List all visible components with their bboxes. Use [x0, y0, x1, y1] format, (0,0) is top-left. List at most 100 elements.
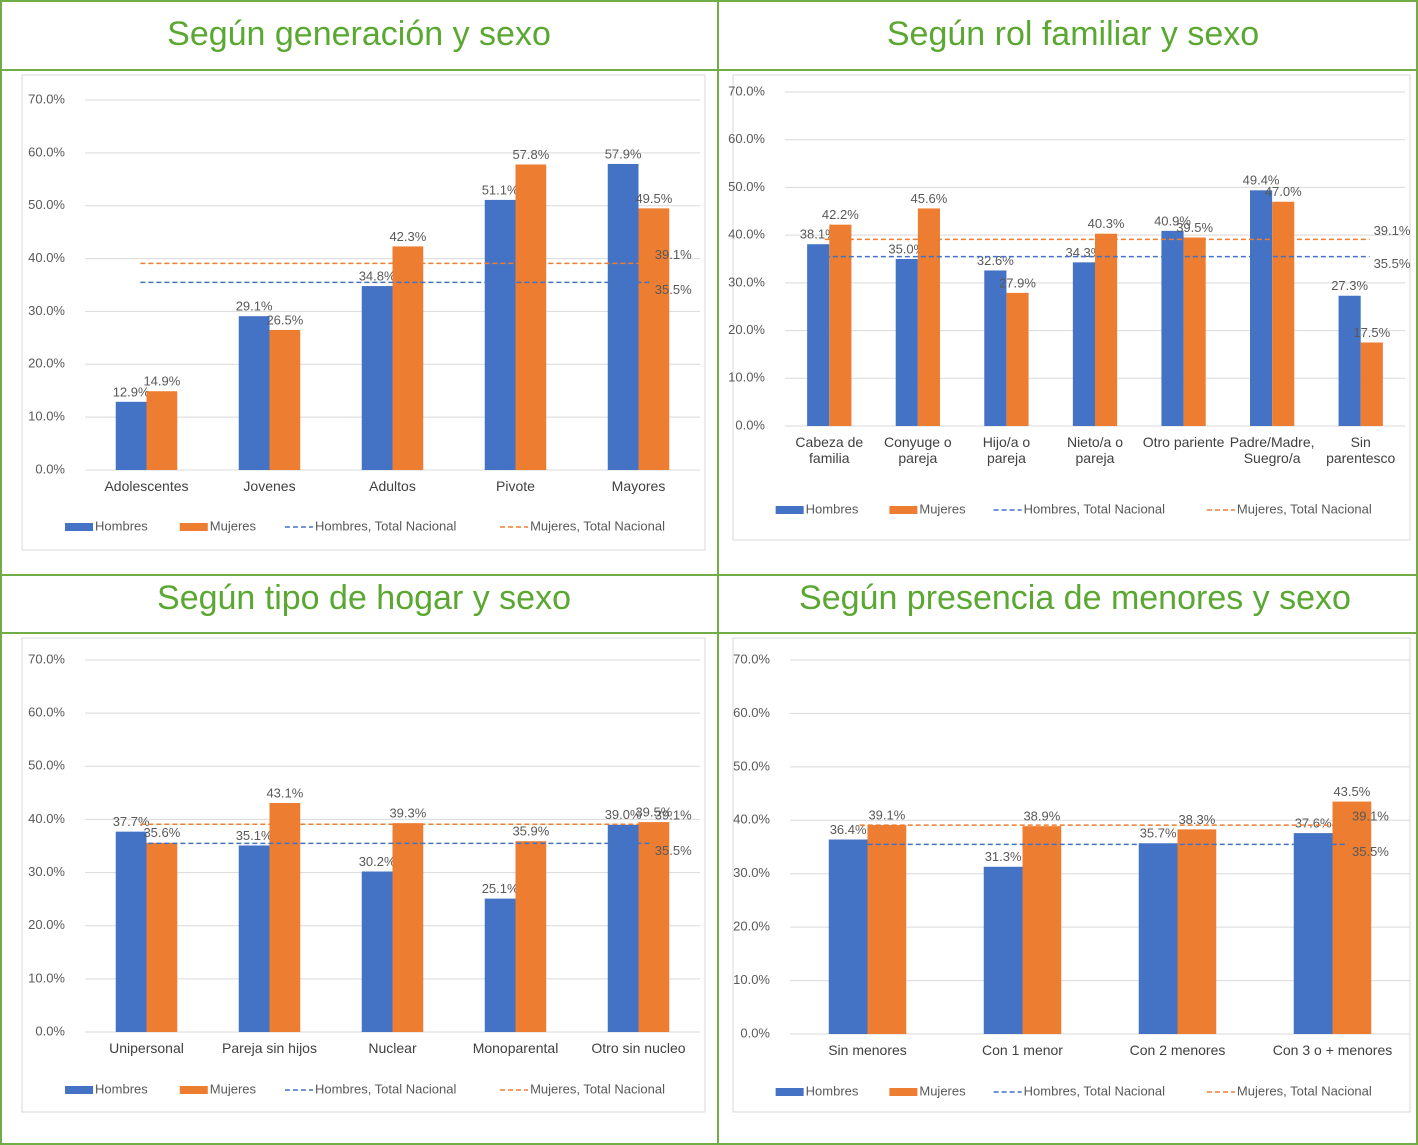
bar — [895, 259, 918, 426]
bar — [984, 270, 1007, 426]
bar — [1022, 826, 1062, 1034]
bar — [361, 286, 393, 470]
legend-swatch — [775, 506, 804, 514]
data-label: 39.3% — [389, 806, 426, 821]
legend-label: Hombres, Total Nacional — [315, 518, 456, 533]
legend-swatch — [179, 1086, 208, 1094]
data-label: 38.9% — [1023, 809, 1060, 824]
data-label: 30.2% — [359, 854, 396, 869]
bar — [638, 822, 670, 1032]
bar — [392, 246, 424, 470]
bar — [269, 802, 301, 1032]
x-tick-label-box: Jovenes — [243, 478, 295, 494]
x-tick-label: Otro pariente — [1142, 434, 1225, 450]
x-tick-label: Pareja sin hijos — [222, 1040, 317, 1056]
bar — [983, 866, 1023, 1034]
x-tick-label-box: Unipersonal — [109, 1040, 184, 1056]
data-label: 39.1% — [868, 808, 905, 823]
x-tick-label-box: Otro pariente — [1142, 434, 1225, 450]
y-tick-label: 10.0% — [733, 972, 770, 987]
x-tick-label: Con 2 menores — [1129, 1042, 1226, 1058]
bar — [607, 824, 639, 1032]
bar — [1272, 201, 1295, 426]
data-label: 39.5% — [1176, 220, 1213, 235]
y-tick-label: 10.0% — [28, 409, 65, 424]
data-label: 35.0% — [888, 241, 925, 256]
bar — [1161, 230, 1184, 426]
data-label: 45.6% — [910, 191, 947, 206]
bar — [1138, 843, 1178, 1034]
legend-swatch — [179, 523, 208, 531]
data-label: 27.3% — [1331, 278, 1368, 293]
bar — [1095, 233, 1118, 426]
data-label: 35.9% — [512, 824, 549, 839]
data-label: 49.5% — [635, 191, 672, 206]
y-tick-label: 40.0% — [733, 812, 770, 827]
bar — [607, 163, 639, 470]
data-label: 47.0% — [1265, 184, 1302, 199]
bar — [115, 401, 147, 470]
y-tick-label: 60.0% — [733, 705, 770, 720]
y-tick-label: 70.0% — [28, 651, 65, 666]
bar — [269, 329, 301, 470]
data-label: 27.9% — [999, 275, 1036, 290]
y-tick-label: 60.0% — [28, 144, 65, 159]
reference-label: 39.1% — [1374, 223, 1411, 238]
x-tick-label: Nuclear — [368, 1040, 417, 1056]
reference-label: 35.5% — [655, 282, 692, 297]
x-tick-label-box: Monoparental — [473, 1040, 559, 1056]
data-label: 12.9% — [113, 384, 150, 399]
bar — [1293, 833, 1333, 1034]
data-label: 35.6% — [143, 825, 180, 840]
legend-label: Hombres, Total Nacional — [315, 1081, 456, 1096]
y-tick-label: 50.0% — [28, 758, 65, 773]
legend-label: Mujeres, Total Nacional — [530, 1081, 665, 1096]
x-tick-label-box: Adolescentes — [104, 478, 189, 494]
y-tick-label: 60.0% — [28, 705, 65, 720]
data-label: 51.1% — [482, 182, 519, 197]
y-tick-label: 40.0% — [28, 811, 65, 826]
reference-label: 35.5% — [1352, 844, 1389, 859]
bar — [1006, 292, 1029, 426]
x-tick-label: Conyuge o pareja — [883, 434, 952, 466]
data-label: 39.0% — [605, 807, 642, 822]
bar — [361, 871, 393, 1032]
data-label: 42.3% — [389, 229, 426, 244]
legend-label: Hombres, Total Nacional — [1024, 1083, 1165, 1098]
data-label: 36.4% — [830, 822, 867, 837]
x-tick-label-box: Nieto/a o pareja — [1067, 434, 1123, 466]
x-tick-label-box: Mayores — [611, 478, 666, 494]
data-label: 43.5% — [1333, 784, 1370, 799]
legend-label: Hombres — [806, 501, 859, 516]
data-label: 38.1% — [800, 227, 837, 242]
x-tick-label-box: Hijo/a o pareja — [983, 434, 1030, 466]
bar — [484, 898, 516, 1032]
x-tick-label: Adolescentes — [104, 478, 189, 494]
bar — [1072, 262, 1095, 426]
x-tick-label-box: Pivote — [496, 478, 535, 494]
x-tick-label: Unipersonal — [109, 1040, 184, 1056]
chart-title: Según rol familiar y sexo — [887, 15, 1259, 53]
data-label: 37.7% — [113, 814, 150, 829]
data-label: 57.9% — [605, 146, 642, 161]
bar — [238, 845, 270, 1032]
legend-swatch — [65, 523, 94, 531]
y-tick-label: 70.0% — [733, 651, 770, 666]
legend-label: Mujeres, Total Nacional — [1237, 501, 1372, 516]
bar — [515, 164, 547, 470]
bar — [146, 842, 178, 1032]
data-label: 43.1% — [266, 785, 303, 800]
bar — [238, 316, 270, 470]
data-label: 25.1% — [482, 881, 519, 896]
legend-swatch — [65, 1086, 94, 1094]
x-tick-label: Cabeza de familia — [795, 434, 864, 466]
data-label: 38.3% — [1178, 812, 1215, 827]
y-tick-label: 70.0% — [728, 83, 765, 98]
legend-label: Hombres — [806, 1083, 859, 1098]
bar — [392, 823, 424, 1032]
y-tick-label: 30.0% — [28, 864, 65, 879]
bar — [867, 825, 907, 1034]
x-tick-label: Mayores — [611, 478, 666, 494]
y-tick-label: 0.0% — [740, 1025, 770, 1040]
